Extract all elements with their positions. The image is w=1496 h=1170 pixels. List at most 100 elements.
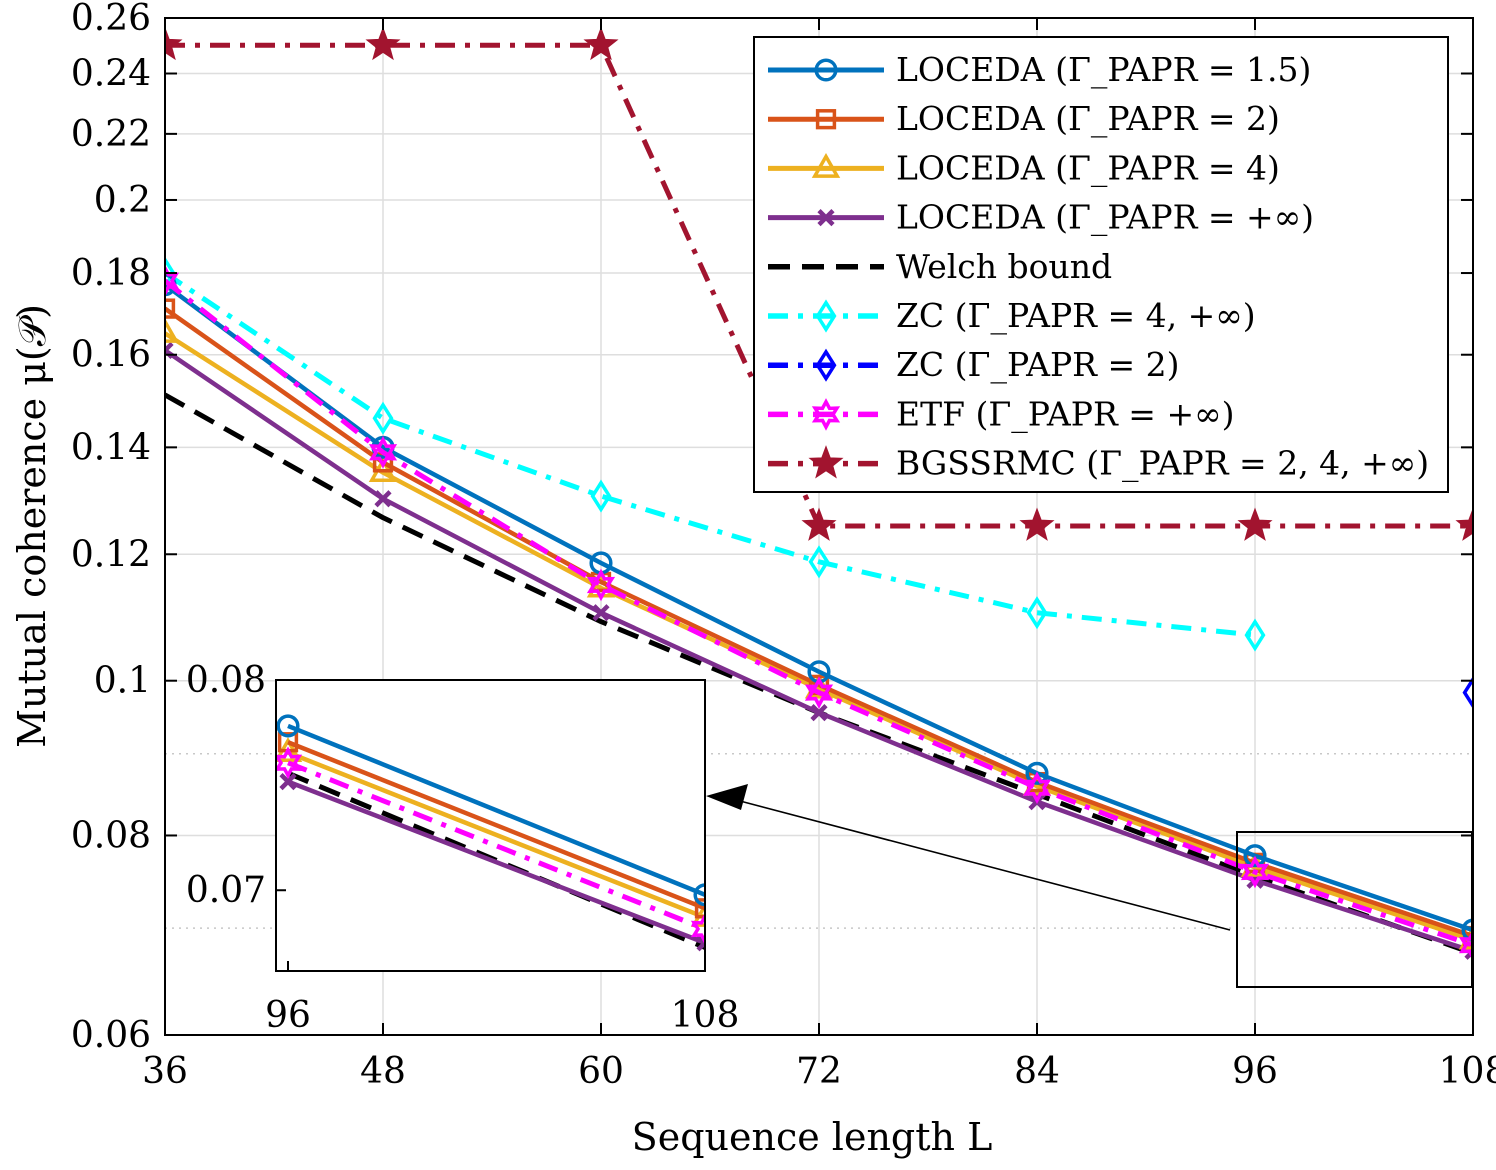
series-line	[165, 331, 1473, 943]
data-point-marker	[372, 401, 394, 435]
inset-y-tick-label: 0.07	[186, 870, 266, 911]
legend-item: LOCEDA (Γ_PAPR = 1.5)	[768, 50, 1311, 90]
x-tick-label: 60	[578, 1051, 624, 1092]
legend-label: ZC (Γ_PAPR = 2)	[896, 345, 1180, 385]
data-point-marker	[583, 26, 619, 61]
series-8	[165, 264, 1473, 962]
legend-label: ZC (Γ_PAPR = 4, +∞)	[896, 296, 1256, 336]
y-tick-label: 0.2	[94, 180, 151, 221]
data-point-marker	[276, 746, 303, 780]
legend-item: ETF (Γ_PAPR = +∞)	[768, 394, 1234, 434]
data-point-marker	[165, 264, 180, 298]
inset-frame	[275, 679, 706, 972]
y-tick-label: 0.26	[71, 0, 151, 39]
inset-x-tick-label: 108	[671, 995, 740, 1036]
x-tick-label: 84	[1014, 1051, 1060, 1092]
data-point-marker	[1022, 771, 1052, 805]
y-tick-label: 0.14	[71, 427, 151, 468]
inset-plot: 96 108 0.07 0.08	[186, 660, 740, 1036]
data-point-marker	[1455, 507, 1473, 541]
zoom-arrow-line	[739, 800, 1231, 931]
data-point-marker	[365, 26, 401, 61]
legend-label: LOCEDA (Γ_PAPR = +∞)	[896, 198, 1314, 238]
zoom-region-box	[1236, 831, 1473, 988]
x-tick-label: 96	[1232, 1051, 1278, 1092]
series-line	[287, 750, 705, 920]
series-line	[287, 740, 705, 911]
data-point-marker	[801, 507, 837, 541]
data-point-marker	[808, 545, 830, 579]
legend-label: ETF (Γ_PAPR = +∞)	[896, 394, 1234, 434]
y-tick-label: 0.16	[71, 335, 151, 376]
x-tick-label: 72	[796, 1051, 842, 1092]
y-tick-label: 0.22	[71, 114, 151, 155]
legend-item: Welch bound	[768, 247, 1112, 286]
data-point-marker	[1462, 676, 1473, 710]
data-point-marker	[590, 479, 612, 513]
data-point-marker	[815, 109, 837, 130]
inset-x-tick-label: 96	[265, 995, 311, 1036]
series-line	[287, 723, 705, 897]
zoom-arrowhead	[706, 784, 748, 810]
data-point-marker	[1458, 928, 1473, 962]
series-line	[165, 278, 1473, 948]
data-point-marker	[815, 348, 837, 382]
legend-item: ZC (Γ_PAPR = 2)	[768, 345, 1180, 385]
data-point-marker	[279, 773, 297, 791]
inset-y-tick-label: 0.08	[186, 660, 266, 701]
y-tick-label: 0.18	[71, 253, 151, 294]
data-point-marker	[1025, 761, 1049, 785]
data-point-marker	[1244, 618, 1266, 652]
data-point-marker	[1243, 844, 1267, 868]
y-tick-label: 0.12	[71, 534, 151, 575]
data-point-marker	[690, 912, 705, 946]
data-point-marker	[165, 317, 180, 343]
data-point-marker	[1237, 507, 1273, 541]
data-point-marker	[1026, 596, 1048, 630]
data-point-marker	[1240, 855, 1270, 889]
data-point-marker	[814, 58, 838, 82]
legend-label: LOCEDA (Γ_PAPR = 2)	[896, 99, 1280, 139]
legend-label: BGSSRMC (Γ_PAPR = 2, 4, +∞)	[896, 444, 1429, 484]
data-point-marker	[592, 604, 610, 622]
x-tick-label: 108	[1439, 1051, 1496, 1092]
inset-background	[276, 680, 705, 971]
series-line	[287, 760, 705, 932]
data-point-marker	[696, 934, 705, 952]
x-axis-title: Sequence length L	[632, 1115, 993, 1159]
data-point-marker	[165, 26, 183, 61]
zoom-indicator	[706, 784, 1473, 988]
series-line	[287, 779, 705, 945]
data-point-marker	[1019, 507, 1055, 541]
series-9	[165, 26, 1473, 541]
y-axis-title: Mutual coherence μ(𝒫)	[10, 304, 54, 748]
data-point-marker	[368, 436, 398, 469]
data-point-marker	[374, 490, 392, 508]
legend-item: LOCEDA (Γ_PAPR = +∞)	[768, 198, 1314, 238]
series-layer	[165, 26, 1473, 962]
data-point-marker	[276, 714, 300, 738]
series-7	[1462, 676, 1473, 710]
data-point-marker	[811, 152, 841, 178]
data-point-marker	[815, 299, 837, 333]
legend-label: LOCEDA (Γ_PAPR = 4)	[896, 148, 1280, 188]
legend: LOCEDA (Γ_PAPR = 1.5) LOCEDA (Γ_PAPR = 2)…	[753, 36, 1449, 493]
series-6	[165, 256, 1266, 652]
legend-item: BGSSRMC (Γ_PAPR = 2, 4, +∞)	[768, 444, 1429, 484]
legend-item: LOCEDA (Γ_PAPR = 2)	[768, 99, 1280, 139]
data-point-marker	[811, 398, 841, 431]
legend-item: LOCEDA (Γ_PAPR = 4)	[768, 148, 1280, 188]
data-point-marker	[693, 883, 705, 907]
inset-series-layer	[276, 714, 705, 952]
legend-label: Welch bound	[896, 247, 1112, 286]
data-point-marker	[804, 676, 834, 709]
legend-label: LOCEDA (Γ_PAPR = 1.5)	[896, 50, 1311, 90]
tick-layer: 36 48 60 72 84 96 108 0.06 0.08 0.1 0.12 0.14 0.16 0.…	[71, 0, 1496, 1092]
data-point-marker	[165, 256, 176, 290]
x-tick-label: 36	[142, 1051, 188, 1092]
inset-series-4	[279, 773, 705, 952]
inset-series-8	[276, 746, 705, 946]
data-point-marker	[810, 704, 828, 722]
